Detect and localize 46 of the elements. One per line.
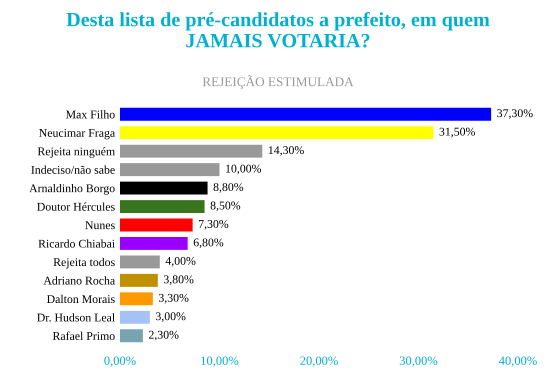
bar (120, 292, 153, 306)
y-tick-label: Arnaldinho Borgo (29, 184, 115, 195)
bar (120, 163, 220, 176)
y-tick-label: Dr. Hudson Leal (37, 313, 115, 322)
data-label: 14,30% (268, 146, 304, 156)
data-label: 37,30% (497, 109, 533, 119)
data-label: 3,00% (156, 312, 186, 322)
data-label: 8,50% (210, 202, 240, 212)
y-tick-label: Ricardo Chiabai (38, 239, 115, 248)
bar (120, 182, 208, 195)
x-tick-label: 30,00% (400, 356, 438, 367)
x-tick-label: 40,00% (498, 356, 537, 367)
x-tick-label: 0,00% (104, 356, 136, 367)
bar (120, 329, 143, 342)
bar (120, 144, 262, 158)
data-label: 3,30% (158, 294, 188, 304)
chart-title: Desta lista de pré-candidatos a prefeito, em quem JAMAIS VOTARIA? (66, 12, 490, 48)
y-tick-label: Indeciso/não sabe (31, 166, 115, 174)
bar (120, 237, 188, 250)
data-label: 4,00% (166, 256, 196, 267)
y-tick-label: Nunes (85, 221, 115, 230)
chart-subtitle: REJEIÇÃO ESTIMULADA (202, 75, 354, 89)
y-tick-label: Max Filho (66, 110, 115, 118)
data-label: 7,30% (198, 220, 228, 230)
data-label: 6,80% (194, 238, 224, 248)
bar (120, 200, 205, 213)
bar (120, 218, 193, 232)
bar (120, 255, 160, 268)
data-label: 31,50% (440, 128, 475, 138)
y-tick-label: Rafael Primo (52, 332, 115, 340)
y-tick-label: Rejeita ninguém (38, 147, 115, 158)
y-tick-label: Rejeita todos (54, 258, 115, 269)
data-label: 2,30% (148, 330, 179, 340)
bar (120, 108, 492, 121)
x-tick-label: 20,00% (300, 356, 338, 367)
y-tick-label: Neucimar Fraga (39, 128, 115, 140)
bar (120, 310, 150, 324)
data-label: 8,80% (214, 183, 244, 193)
y-tick-label: Dalton Morais (46, 294, 115, 304)
x-tick-label: 10,00% (201, 356, 238, 367)
data-label: 10,00% (226, 164, 262, 174)
y-tick-label: Doutor Hércules (37, 202, 115, 211)
y-tick-label: Adriano Rocha (43, 276, 115, 285)
bar (120, 274, 158, 287)
data-label: 3,80% (164, 275, 194, 286)
bar (120, 126, 434, 140)
